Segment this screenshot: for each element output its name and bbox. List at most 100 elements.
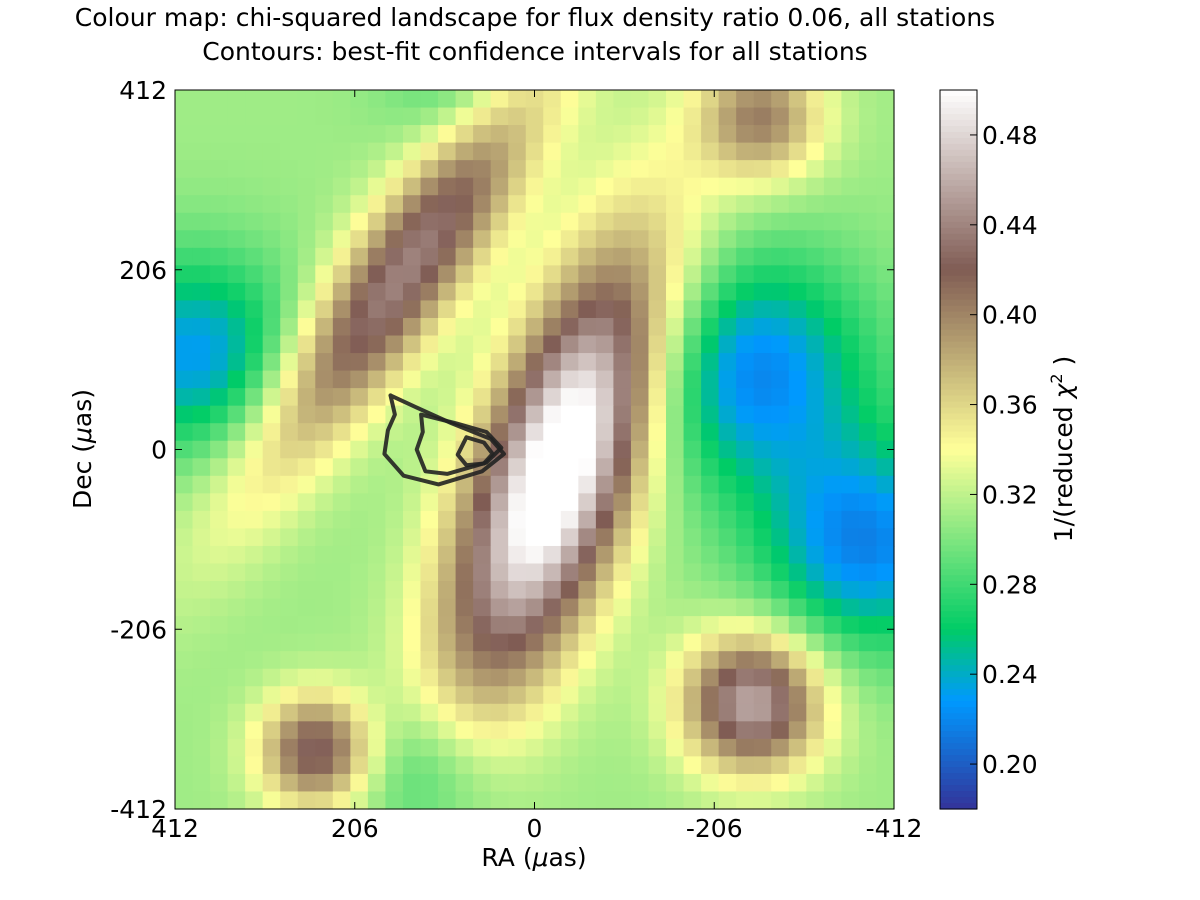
heatmap-cell [736,142,755,161]
heatmap-cell [560,247,579,266]
heatmap-cell [648,317,667,337]
heatmap-cell [876,212,895,231]
heatmap-cell [227,125,246,144]
heatmap-cell [595,545,615,565]
heatmap-cell [490,388,509,407]
heatmap-cell [613,475,632,494]
heatmap-cell [455,773,474,793]
heatmap-cell [613,651,632,670]
colorbar-segment [940,743,977,750]
heatmap-cell [508,317,527,337]
heatmap-cell [210,142,229,161]
heatmap-cell [718,510,737,530]
heatmap-cell [683,528,702,547]
heatmap-cell [736,423,755,442]
heatmap-cell [367,195,387,214]
heatmap-cell [858,440,878,459]
heatmap-cell [595,703,615,722]
colorbar-segment [940,281,977,289]
heatmap-cell [473,581,492,600]
heatmap-cell [543,528,562,547]
heatmap-cell [210,633,229,652]
colorbar-segment [940,95,977,103]
heatmap-cell [262,475,281,494]
heatmap-cell [578,721,597,740]
heatmap-cell [192,510,211,530]
heatmap-cell [420,125,439,144]
heatmap-cell [595,142,615,161]
heatmap-cell [841,686,860,705]
heatmap-cell [508,107,527,126]
heatmap-cell [876,125,895,144]
heatmap-cell [227,247,246,266]
heatmap-cell [315,90,334,109]
heatmap-cell [297,563,316,582]
heatmap-cell [385,475,404,494]
heatmap-cell [858,212,878,231]
heatmap-cell [245,633,264,652]
heatmap-cell [788,107,807,126]
heatmap-cell [841,177,860,196]
heatmap-cell [210,335,229,354]
heatmap-cell [367,598,387,617]
heatmap-cell [806,405,825,424]
heatmap-cell [560,545,579,565]
heatmap-cell [367,423,387,442]
heatmap-cell [736,370,755,389]
heatmap-cell [648,440,667,459]
chart-title: Colour map: chi-squared landscape for fl… [74,3,996,32]
heatmap-cell [473,300,492,319]
heatmap-cell [455,317,474,337]
heatmap-cell [718,616,737,635]
heatmap-cell [473,107,492,126]
heatmap-cell [350,475,369,494]
heatmap-cell [438,493,457,512]
heatmap-cell [666,125,685,144]
heatmap-cell [753,616,772,635]
heatmap-cell [648,160,667,179]
heatmap-cell [455,90,474,109]
heatmap-cell [543,598,562,617]
heatmap-cell [297,545,316,565]
heatmap-cell [718,247,737,266]
heatmap-cell [613,265,632,284]
heatmap-cell [876,247,895,266]
heatmap-cell [420,668,439,687]
heatmap-cell [578,475,597,494]
heatmap-cell [245,125,264,144]
colorbar-segment [940,347,977,355]
heatmap-cell [175,616,194,635]
heatmap-cell [455,651,474,670]
heatmap-cell [858,107,878,126]
heatmap-cell [648,458,667,477]
colorbar-segment [940,137,977,145]
heatmap-cell [823,633,842,652]
heatmap-cell [402,212,422,231]
heatmap-cell [473,668,492,687]
heatmap-cell [578,458,597,477]
heatmap-cell [280,738,299,757]
heatmap-cell [736,212,755,231]
heatmap-cell [560,90,579,109]
heatmap-cell [332,247,351,266]
heatmap-cell [630,247,650,266]
heatmap-cell [771,125,790,144]
heatmap-cell [438,177,457,196]
heatmap-cell [245,616,264,635]
colorbar-segment [940,713,977,720]
heatmap-cell [771,300,790,319]
heatmap-cell [367,440,387,459]
heatmap-cell [385,633,404,652]
heatmap-cell [192,633,211,652]
colorbar-segment [940,131,977,139]
heatmap-cell [473,125,492,144]
heatmap-cell [841,125,860,144]
heatmap-cell [683,353,702,372]
heatmap-cell [858,475,878,494]
heatmap-cell [385,317,404,337]
heatmap-cell [718,125,737,144]
heatmap-cell [332,458,351,477]
heatmap-cell [525,703,544,722]
heatmap-cell [297,300,316,319]
heatmap-cell [490,90,509,109]
